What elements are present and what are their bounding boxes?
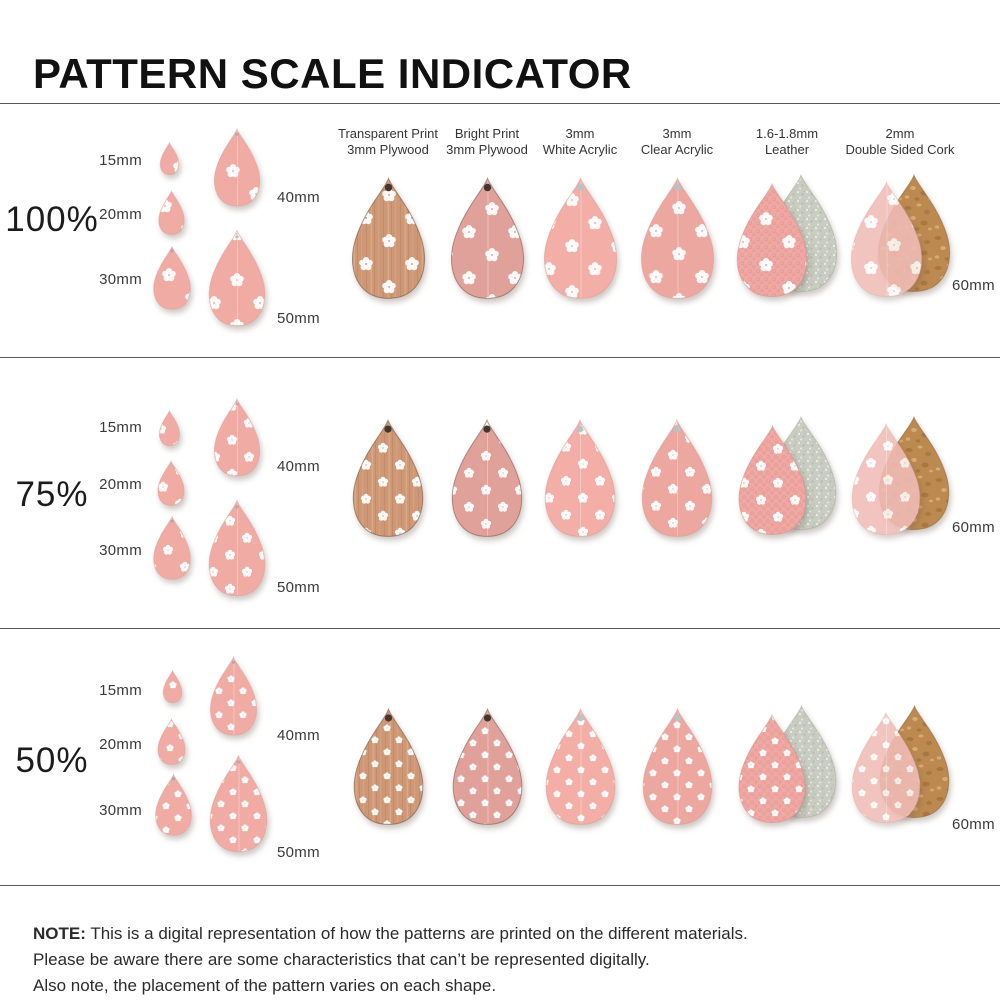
material-header-double-sided-cork: 2mm Double Sided Cork (815, 126, 985, 158)
teardrop-50pct-50mm (206, 753, 271, 853)
material-header-line1: 1.6-1.8mm (755, 126, 819, 141)
teardrop-75pct-50mm (205, 498, 269, 597)
sample-75pct-bright-print-plywood (447, 417, 527, 538)
teardrop-75pct-30mm (151, 515, 193, 580)
size-label-40mm: 40mm (277, 727, 320, 744)
material-header-leather: 1.6-1.8mm Leather (702, 126, 872, 158)
teardrop-75pct-20mm (156, 460, 186, 506)
size-label-20mm: 20mm (99, 736, 142, 753)
scale-label-50: 50% (15, 741, 89, 780)
teardrop-75pct-40mm (211, 397, 263, 477)
sample-75pct-white-acrylic (540, 417, 620, 538)
scale-label-100: 100% (5, 200, 99, 239)
material-header-line2: 3mm Plywood (446, 142, 528, 157)
sample-75pct-leather-front (734, 423, 811, 536)
material-header-line2: White Acrylic (542, 142, 618, 157)
sample-50pct-double-sided-cork-front (847, 710, 925, 824)
size-label-30mm: 30mm (99, 271, 142, 288)
material-header-line1: 3mm (565, 126, 595, 141)
teardrop-50pct-40mm (207, 655, 260, 736)
size-label-40mm: 40mm (277, 189, 320, 206)
size-label-15mm: 15mm (99, 419, 142, 436)
divider-row2-row3 (0, 628, 1000, 629)
material-header-line1: Transparent Print (338, 126, 438, 141)
size-label-50mm: 50mm (277, 310, 320, 327)
scale-label-75: 75% (15, 475, 89, 514)
teardrop-50pct-30mm (153, 773, 194, 836)
sample-75pct-clear-acrylic (637, 417, 717, 538)
teardrop-50pct-15mm (162, 670, 183, 703)
material-header-line2: 3mm Plywood (347, 142, 429, 157)
page-title: PATTERN SCALE INDICATOR (33, 50, 632, 98)
size-label-20mm: 20mm (99, 476, 142, 493)
size-label-15mm: 15mm (99, 152, 142, 169)
material-header-line1: Bright Print (454, 126, 520, 141)
note-line1: This is a digital representation of how … (90, 924, 748, 943)
divider-row1-row2 (0, 357, 1000, 358)
material-header-bright-print-plywood: Bright Print 3mm Plywood (402, 126, 572, 158)
sample-50pct-bright-print-plywood (448, 706, 527, 826)
size-label-60mm: 60mm (952, 816, 995, 833)
note-text: NOTE: This is a digital representation o… (33, 921, 748, 999)
teardrop-50pct-20mm (156, 718, 187, 765)
note-label: NOTE: (33, 924, 86, 943)
teardrop-100pct-40mm (211, 127, 263, 207)
sample-100pct-leather-front (732, 181, 812, 298)
teardrop-100pct-50mm (205, 228, 269, 327)
sample-100pct-clear-acrylic (636, 175, 719, 300)
teardrop-100pct-30mm (151, 245, 193, 310)
sample-100pct-transparent-print-plywood (347, 175, 430, 300)
size-label-50mm: 50mm (277, 579, 320, 596)
size-label-50mm: 50mm (277, 844, 320, 861)
note-line3: Also note, the placement of the pattern … (33, 976, 497, 995)
sample-50pct-transparent-print-plywood (349, 706, 428, 826)
size-label-40mm: 40mm (277, 458, 320, 475)
material-header-transparent-print-plywood: Transparent Print 3mm Plywood (303, 126, 473, 158)
size-label-30mm: 30mm (99, 542, 142, 559)
material-header-line2: Double Sided Cork (845, 142, 955, 157)
sample-100pct-double-sided-cork-front (846, 179, 927, 298)
material-header-line2: Leather (764, 142, 810, 157)
sample-100pct-bright-print-plywood (446, 175, 529, 300)
sample-50pct-clear-acrylic (638, 706, 717, 826)
material-header-white-acrylic: 3mm White Acrylic (495, 126, 665, 158)
size-label-60mm: 60mm (952, 519, 995, 536)
teardrop-100pct-20mm (157, 190, 186, 235)
size-label-20mm: 20mm (99, 206, 142, 223)
material-header-line2: Clear Acrylic (640, 142, 714, 157)
material-header-line1: 3mm (662, 126, 692, 141)
sample-75pct-transparent-print-plywood (348, 417, 428, 538)
sample-100pct-white-acrylic (539, 175, 622, 300)
teardrop-75pct-15mm (158, 410, 181, 446)
sample-75pct-double-sided-cork-front (847, 421, 925, 536)
material-header-line1: 2mm (885, 126, 915, 141)
size-label-30mm: 30mm (99, 802, 142, 819)
size-label-60mm: 60mm (952, 277, 995, 294)
sample-50pct-white-acrylic (541, 706, 620, 826)
teardrop-100pct-15mm (159, 142, 180, 175)
material-header-clear-acrylic: 3mm Clear Acrylic (592, 126, 762, 158)
note-line2: Please be aware there are some character… (33, 950, 650, 969)
sample-50pct-leather-front (734, 712, 810, 824)
divider-bottom (0, 885, 1000, 886)
size-label-15mm: 15mm (99, 682, 142, 699)
divider-top (0, 103, 1000, 104)
